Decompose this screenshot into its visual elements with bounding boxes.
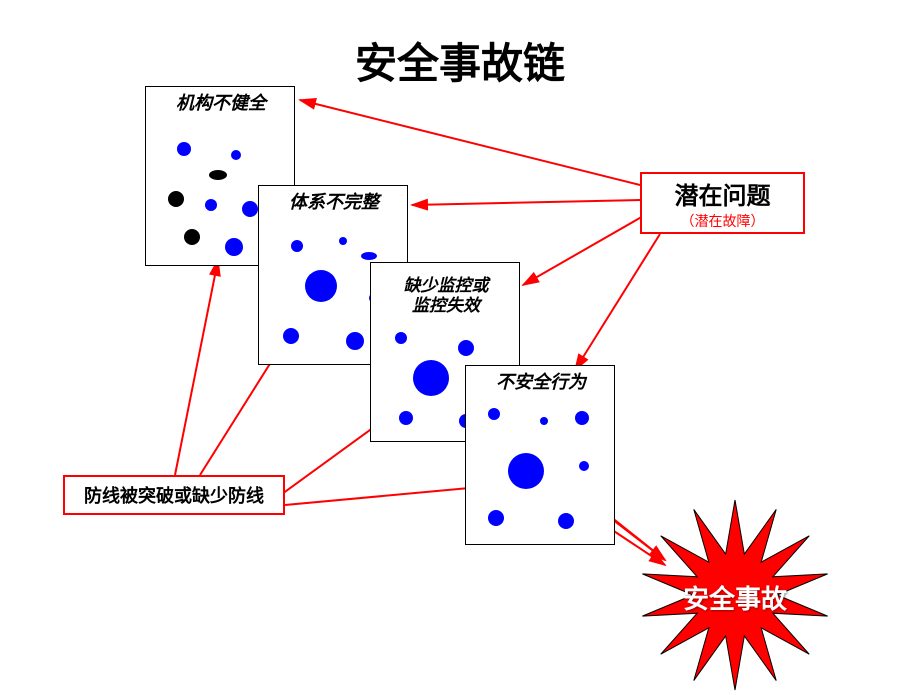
dot xyxy=(458,340,474,356)
label-box-main: 潜在问题 xyxy=(675,176,771,211)
label-box-potential: 潜在问题（潜在故障） xyxy=(640,172,805,234)
dot xyxy=(558,513,574,529)
arrow xyxy=(575,234,660,370)
dot xyxy=(395,332,407,344)
dot xyxy=(579,461,589,471)
dot xyxy=(508,453,544,489)
dot xyxy=(399,411,413,425)
dot xyxy=(339,237,347,245)
dot xyxy=(413,360,449,396)
dot xyxy=(225,238,243,256)
panel-label: 缺少监控或 监控失效 xyxy=(371,276,521,317)
dot xyxy=(242,201,258,217)
arrow xyxy=(523,215,645,285)
dot xyxy=(305,270,337,302)
panel-label: 机构不健全 xyxy=(146,93,296,115)
panel-p4: 不安全行为 xyxy=(465,365,615,545)
arrow xyxy=(175,260,218,475)
dot xyxy=(231,150,241,160)
dot xyxy=(205,199,217,211)
page-title: 安全事故链 xyxy=(0,30,920,91)
dot xyxy=(168,191,184,207)
label-box-main: 防线被突破或缺少防线 xyxy=(84,482,264,508)
dot xyxy=(184,229,200,245)
starburst-label: 安全事故 xyxy=(655,579,815,616)
dot xyxy=(575,411,589,425)
dot xyxy=(540,417,548,425)
dot xyxy=(346,332,364,350)
dot xyxy=(283,328,299,344)
dot xyxy=(488,510,504,526)
label-box-breach: 防线被突破或缺少防线 xyxy=(63,475,285,515)
label-box-sub: （潜在故障） xyxy=(681,211,765,231)
panel-label: 不安全行为 xyxy=(466,372,616,394)
arrow xyxy=(412,200,640,205)
dot xyxy=(291,240,303,252)
dot xyxy=(209,170,227,180)
dot xyxy=(488,408,500,420)
dot xyxy=(177,142,191,156)
dot xyxy=(361,252,377,260)
diagram-canvas: 安全事故链 机构不健全体系不完整缺少监控或 监控失效不安全行为 潜在问题（潜在故… xyxy=(0,0,920,690)
panel-label: 体系不完整 xyxy=(259,192,409,214)
arrow xyxy=(300,100,640,185)
